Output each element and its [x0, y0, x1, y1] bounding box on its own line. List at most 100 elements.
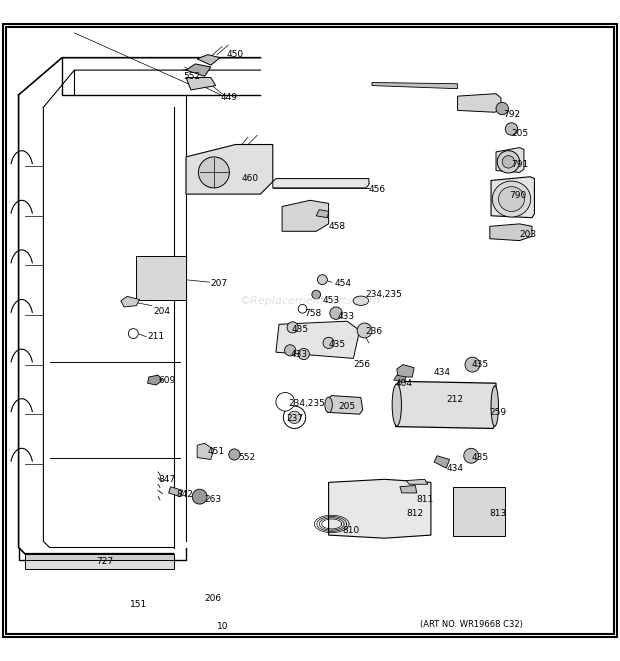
- Text: 433: 433: [338, 313, 355, 321]
- Circle shape: [505, 123, 518, 136]
- Polygon shape: [121, 296, 140, 307]
- Polygon shape: [406, 479, 428, 485]
- Text: 10: 10: [217, 623, 229, 631]
- Text: 460: 460: [242, 174, 259, 183]
- Polygon shape: [276, 321, 360, 358]
- Polygon shape: [197, 55, 220, 65]
- Polygon shape: [490, 224, 532, 241]
- Circle shape: [497, 151, 520, 173]
- Polygon shape: [186, 64, 211, 76]
- Text: 234,235: 234,235: [288, 399, 325, 408]
- Text: 449: 449: [220, 93, 237, 102]
- Circle shape: [276, 393, 294, 411]
- Circle shape: [496, 102, 508, 115]
- Ellipse shape: [392, 384, 402, 426]
- Polygon shape: [496, 147, 524, 173]
- Circle shape: [330, 307, 342, 319]
- Polygon shape: [434, 455, 450, 468]
- Text: 404: 404: [396, 379, 412, 388]
- Circle shape: [317, 275, 327, 285]
- Circle shape: [285, 345, 296, 356]
- Polygon shape: [273, 178, 369, 188]
- Polygon shape: [327, 395, 363, 414]
- Circle shape: [323, 337, 334, 348]
- Polygon shape: [329, 479, 431, 538]
- Circle shape: [128, 329, 138, 338]
- Polygon shape: [25, 554, 174, 560]
- Circle shape: [298, 305, 307, 313]
- Text: 205: 205: [512, 129, 529, 138]
- Text: 206: 206: [205, 594, 222, 603]
- Text: 552: 552: [183, 72, 200, 81]
- Text: 847: 847: [158, 475, 175, 484]
- Text: 758: 758: [304, 309, 321, 318]
- Polygon shape: [394, 375, 406, 383]
- Text: ©ReplacementParts.com: ©ReplacementParts.com: [240, 295, 380, 306]
- Circle shape: [198, 157, 229, 188]
- Text: 454: 454: [335, 280, 352, 288]
- Polygon shape: [186, 77, 216, 90]
- Text: 791: 791: [512, 160, 529, 169]
- Circle shape: [464, 448, 479, 463]
- Ellipse shape: [325, 397, 332, 412]
- Circle shape: [192, 489, 207, 504]
- Text: 458: 458: [329, 222, 346, 231]
- Polygon shape: [186, 145, 273, 194]
- Text: 811: 811: [417, 494, 434, 504]
- Text: 211: 211: [148, 332, 165, 341]
- Text: 435: 435: [471, 360, 489, 369]
- Text: 727: 727: [96, 557, 113, 566]
- Text: 842: 842: [177, 490, 193, 499]
- Ellipse shape: [492, 181, 531, 217]
- Text: 790: 790: [510, 191, 527, 200]
- Text: 792: 792: [503, 110, 521, 119]
- Polygon shape: [136, 256, 186, 299]
- Polygon shape: [197, 444, 214, 459]
- Polygon shape: [316, 210, 329, 217]
- Text: 207: 207: [211, 280, 228, 288]
- Polygon shape: [491, 176, 534, 217]
- Text: 435: 435: [291, 325, 309, 334]
- Text: 609: 609: [158, 375, 175, 385]
- Polygon shape: [25, 557, 174, 569]
- Text: (ART NO. WR19668 C32): (ART NO. WR19668 C32): [420, 621, 523, 629]
- Text: 212: 212: [446, 395, 463, 405]
- Text: 259: 259: [490, 408, 507, 417]
- Text: 236: 236: [366, 327, 383, 336]
- Text: 813: 813: [490, 509, 507, 518]
- Polygon shape: [169, 486, 183, 496]
- Circle shape: [229, 449, 240, 460]
- Text: 456: 456: [369, 184, 386, 194]
- Polygon shape: [453, 486, 505, 536]
- Polygon shape: [396, 381, 496, 428]
- Text: 204: 204: [154, 307, 170, 317]
- Text: 234,235: 234,235: [366, 290, 402, 299]
- Text: 433: 433: [290, 350, 308, 358]
- Circle shape: [312, 290, 321, 299]
- Polygon shape: [458, 94, 501, 112]
- Circle shape: [357, 323, 372, 338]
- Text: 435: 435: [329, 340, 346, 348]
- Text: 434: 434: [434, 368, 451, 377]
- Circle shape: [502, 155, 515, 168]
- Text: 450: 450: [226, 50, 244, 59]
- Circle shape: [287, 322, 298, 333]
- Text: 256: 256: [353, 360, 371, 369]
- Text: 453: 453: [322, 296, 340, 305]
- Polygon shape: [397, 365, 414, 377]
- Text: 434: 434: [446, 463, 463, 473]
- Text: 552: 552: [239, 453, 256, 462]
- Circle shape: [288, 411, 301, 424]
- Polygon shape: [400, 485, 417, 493]
- Text: 435: 435: [471, 453, 489, 462]
- Circle shape: [298, 348, 309, 360]
- Polygon shape: [282, 200, 329, 231]
- Ellipse shape: [498, 186, 525, 212]
- Text: 263: 263: [205, 494, 222, 504]
- Polygon shape: [148, 375, 162, 385]
- Text: 205: 205: [338, 402, 355, 410]
- Text: 451: 451: [208, 447, 225, 456]
- Text: 237: 237: [286, 414, 304, 423]
- Circle shape: [465, 357, 480, 372]
- Circle shape: [283, 406, 306, 428]
